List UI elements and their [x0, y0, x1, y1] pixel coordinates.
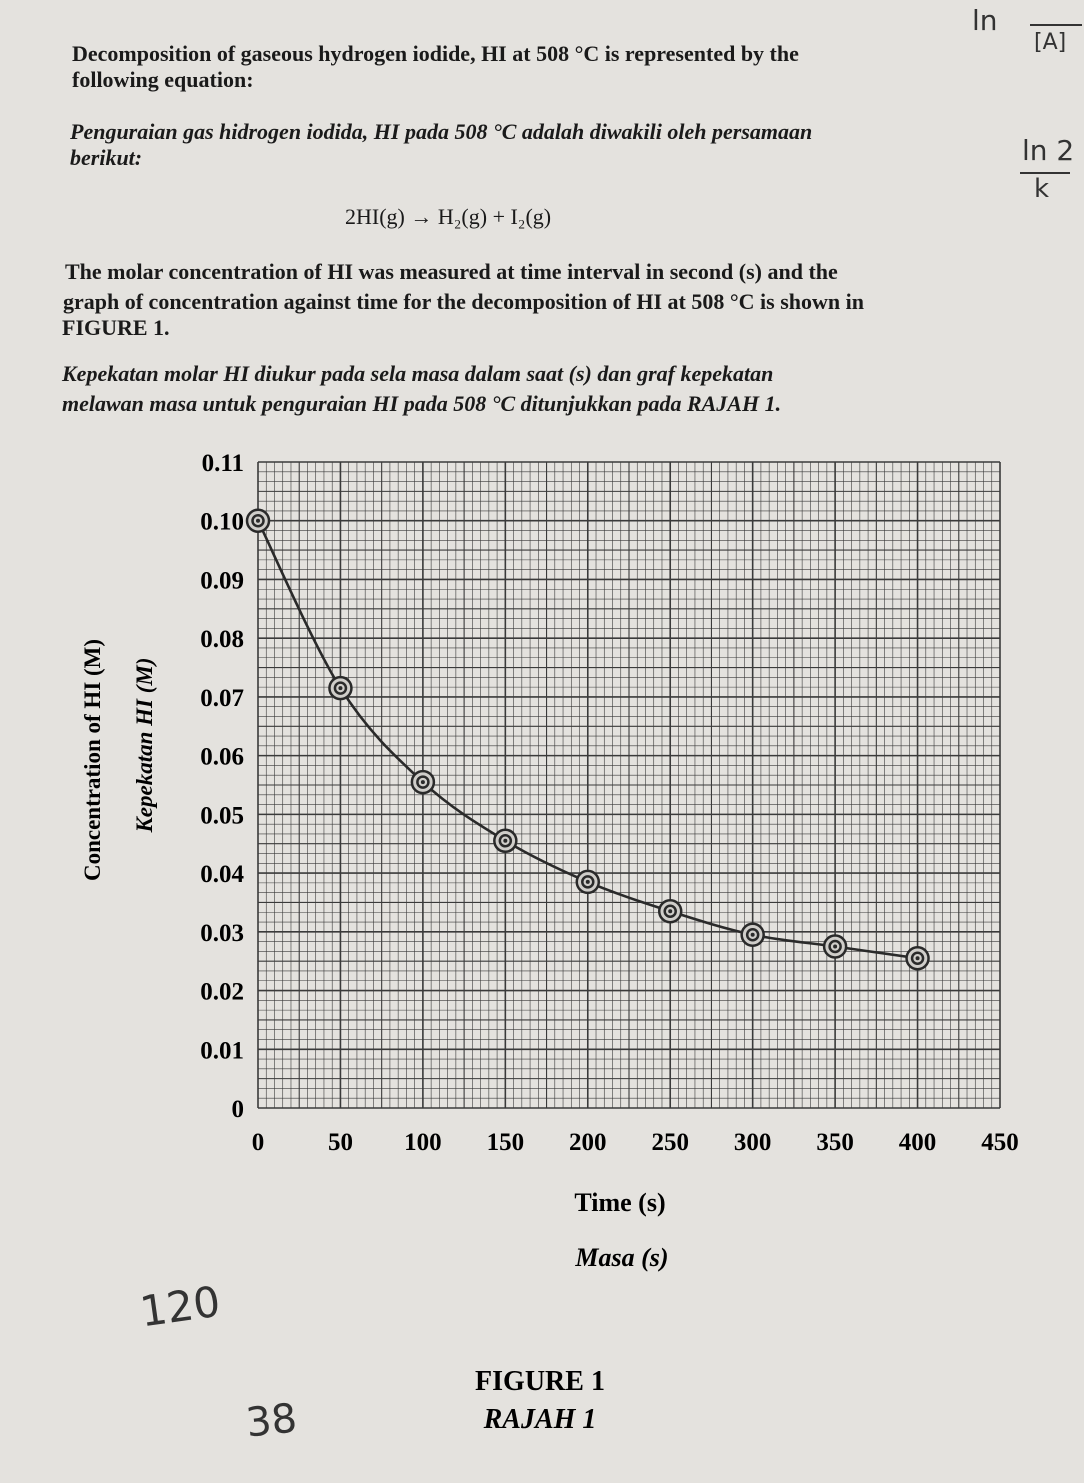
- data-point-dot: [585, 879, 590, 884]
- description-english-line-2: graph of concentration against time for …: [63, 289, 865, 314]
- data-point-dot: [338, 686, 343, 691]
- intro-english-line-2: following equation:: [72, 67, 254, 92]
- y-tick-label: 0.10: [200, 509, 244, 536]
- data-point: [410, 769, 436, 795]
- handwriting-bracket-a: [A]: [1034, 30, 1067, 55]
- data-point: [905, 945, 930, 971]
- intro-malay-line-1: Penguraian gas hidrogen iodida, HI pada …: [70, 119, 813, 144]
- data-point: [740, 922, 765, 948]
- data-point-dot: [668, 909, 673, 914]
- data-point-inner-ring: [828, 939, 842, 954]
- y-tick-label: 0.05: [200, 802, 244, 829]
- x-tick-label: 400: [899, 1129, 937, 1156]
- data-point: [328, 675, 353, 701]
- data-point: [657, 899, 683, 924]
- data-point-dot: [750, 932, 755, 937]
- x-axis-label: Time (s): [574, 1188, 665, 1217]
- data-point-inner-ring: [581, 875, 595, 889]
- chemical-equation: 2HI(g) → H₂(g) + I₂(g): [345, 204, 552, 229]
- data-point: [245, 508, 271, 533]
- x-tick-label: 100: [404, 1129, 442, 1156]
- data-point-dot: [420, 780, 425, 785]
- data-point: [493, 828, 518, 854]
- y-tick-label: 0.07: [200, 685, 244, 712]
- x-tick-label: 450: [981, 1129, 1019, 1156]
- handwriting-ln: ln: [972, 4, 998, 37]
- x-axis-label-malay: Masa (s): [574, 1243, 668, 1272]
- data-point-inner-ring: [333, 681, 348, 695]
- y-tick-label: 0: [232, 1096, 245, 1123]
- y-tick-label: 0.06: [200, 744, 244, 771]
- description-english-line-3: FIGURE 1.: [62, 315, 170, 340]
- description-malay-line-1: Kepekatan molar HI diukur pada sela masa…: [62, 361, 774, 386]
- x-tick-label: 200: [569, 1129, 607, 1156]
- data-point: [575, 869, 601, 895]
- data-point-dot: [256, 518, 260, 523]
- y-tick-label: 0.01: [200, 1037, 244, 1064]
- x-tick-label: 150: [487, 1129, 525, 1156]
- figure-caption-malay: RAJAH 1: [483, 1404, 597, 1435]
- grid: [257, 461, 1001, 1109]
- y-tick-label: 0.11: [202, 450, 244, 477]
- x-tick-label: 50: [328, 1129, 353, 1156]
- y-tick-label: 0.03: [200, 920, 244, 947]
- description-english-line-1: The molar concentration of HI was measur…: [65, 259, 838, 284]
- y-axis-label: Concentration of HI (M): [80, 639, 105, 881]
- handwriting-fraction-bar: [1030, 24, 1082, 26]
- x-tick-label: 300: [734, 1129, 772, 1156]
- figure-caption: FIGURE 1: [475, 1366, 605, 1397]
- data-point-dot: [833, 944, 838, 949]
- x-tick-label: 0: [252, 1129, 265, 1156]
- tick-labels: 0 50 100 150 200 250 300 350 400 450 0 0.01 0.02 0.03…: [200, 450, 1019, 1156]
- data-point-dot: [915, 956, 920, 961]
- handwriting-k: k: [1034, 174, 1050, 204]
- data-point-inner-ring: [910, 951, 925, 965]
- points-layer: [245, 508, 930, 971]
- data-point-inner-ring: [416, 775, 430, 789]
- data-point-inner-ring: [745, 928, 760, 942]
- y-tick-label: 0.08: [200, 626, 244, 653]
- y-tick-label: 0.04: [200, 861, 244, 888]
- data-point-dot: [503, 838, 508, 843]
- intro-english-line-1: Decomposition of gaseous hydrogen iodide…: [72, 41, 799, 66]
- y-tick-label: 0.02: [200, 979, 244, 1006]
- handwriting-ln2: ln 2: [1022, 134, 1075, 167]
- data-point: [822, 934, 848, 959]
- intro-malay-line-2: berikut:: [70, 145, 143, 170]
- y-tick-label: 0.09: [200, 567, 244, 594]
- description-malay-line-2: melawan masa untuk penguraian HI pada 50…: [62, 391, 782, 416]
- data-point-inner-ring: [498, 834, 513, 848]
- x-tick-label: 250: [651, 1129, 689, 1156]
- y-axis-label-malay: Kepekatan HI (M): [132, 657, 157, 833]
- x-tick-label: 350: [816, 1129, 854, 1156]
- data-point-inner-ring: [663, 904, 677, 919]
- data-point-inner-ring: [251, 513, 265, 528]
- handwriting-fraction-bar-2: [1020, 172, 1070, 174]
